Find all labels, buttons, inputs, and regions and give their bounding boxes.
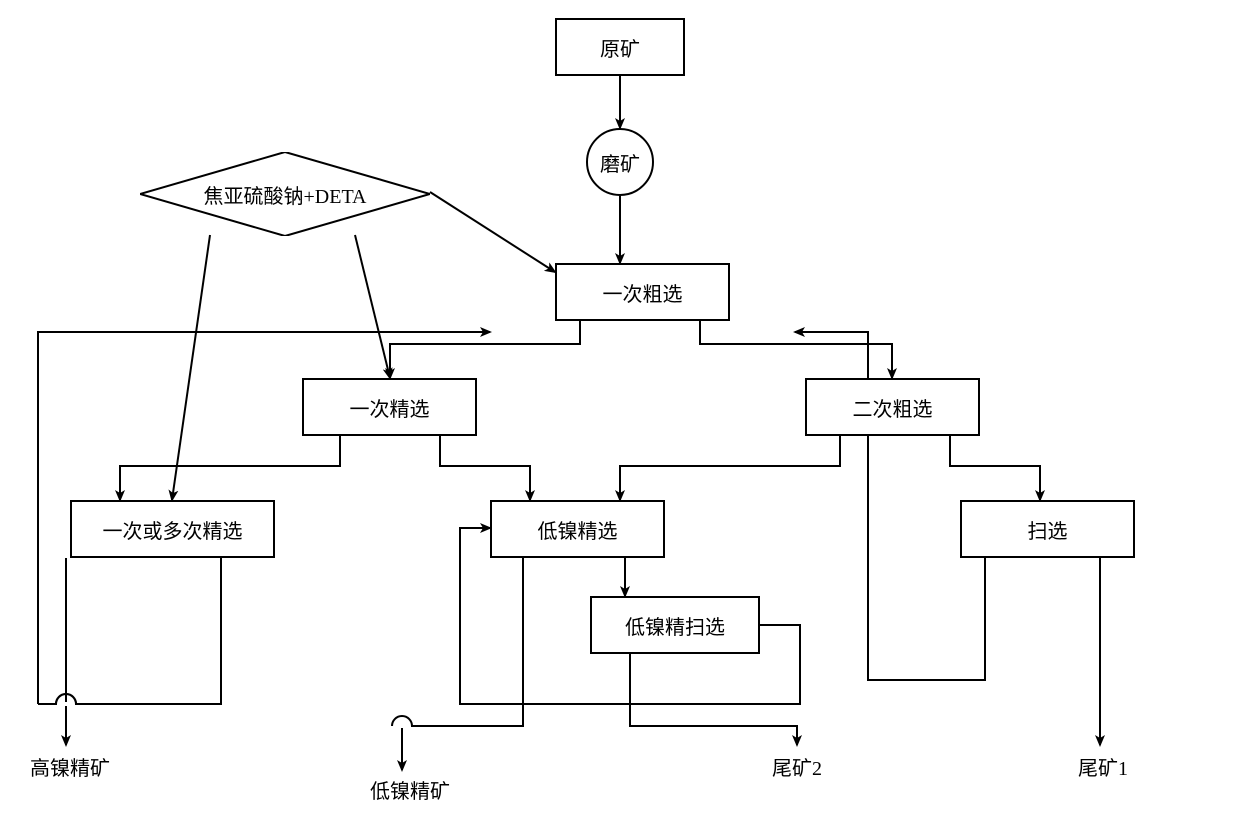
edge [950,436,1040,500]
output-label-high_ni: 高镍精矿 [30,752,110,781]
edge [172,235,210,500]
flowchart-canvas: 原矿磨矿 焦亚硫酸钠+DETA 一次粗选一次精选 二次粗选一次或多次精选 低镍精选 扫选低… [0,0,1240,819]
node-rough2: 二次粗选 [805,378,980,436]
edge [120,436,340,500]
edge [390,321,580,378]
node-grinding: 磨矿 [586,128,654,196]
edge [402,558,523,770]
node-raw_ore: 原矿 [555,18,685,76]
edge [440,436,530,500]
edge [430,192,555,272]
node-label: 一次或多次精选 [103,515,243,544]
node-low_ni_scav: 低镍精扫选 [590,596,760,654]
node-rough1: 一次粗选 [555,263,730,321]
node-label: 磨矿 [600,148,640,177]
edge [38,558,221,704]
output-label-tail2: 尾矿2 [772,752,822,781]
node-scavenge: 扫选 [960,500,1135,558]
node-label: 一次粗选 [603,278,683,307]
node-label: 焦亚硫酸钠+DETA [140,152,430,236]
output-label-tail1: 尾矿1 [1078,752,1128,781]
edge [700,321,892,378]
edge [355,235,390,378]
node-label: 原矿 [600,33,640,62]
node-label: 低镍精选 [538,515,618,544]
node-label: 低镍精扫选 [625,611,725,640]
node-label: 一次精选 [350,393,430,422]
node-reagent: 焦亚硫酸钠+DETA [140,152,430,236]
node-label: 二次粗选 [853,393,933,422]
node-label: 扫选 [1028,515,1068,544]
edge [630,654,797,745]
edge [620,436,840,500]
output-label-low_ni: 低镍精矿 [370,775,450,804]
node-low_ni_clean: 低镍精选 [490,500,665,558]
node-clean1: 一次精选 [302,378,477,436]
edges-layer [0,0,1240,819]
node-clean_multi: 一次或多次精选 [70,500,275,558]
